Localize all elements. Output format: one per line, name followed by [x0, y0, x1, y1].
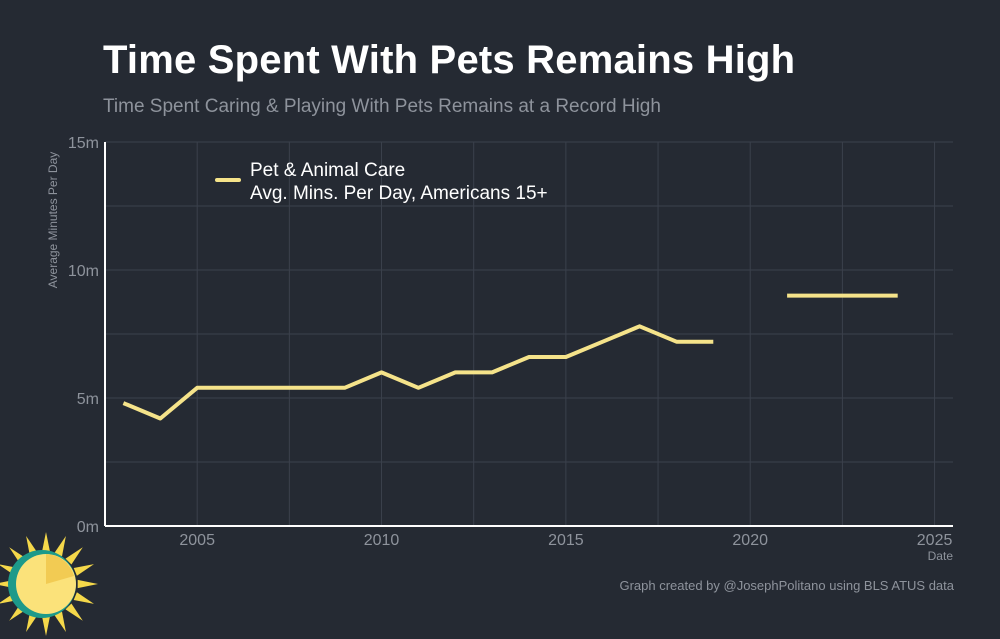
axes — [104, 142, 953, 527]
sun-ray — [65, 603, 83, 621]
sun-ray — [41, 615, 51, 636]
legend-label-line1: Pet & Animal Care — [250, 160, 405, 181]
tick-labels: 0m 5m 10m 15m 2005 2010 2015 2020 2025 — [68, 135, 953, 549]
sun-ray — [77, 579, 98, 589]
sun-ray — [41, 532, 51, 553]
y-tick-label: 0m — [77, 519, 99, 536]
x-tick-label: 2015 — [548, 532, 584, 549]
x-tick-label: 2020 — [732, 532, 768, 549]
series-line — [122, 324, 714, 421]
y-tick-label: 10m — [68, 263, 99, 280]
legend: Pet & Animal Care Avg. Mins. Per Day, Am… — [215, 160, 548, 204]
grid — [105, 141, 953, 526]
sun-logo-icon — [0, 532, 98, 636]
y-tick-label: 5m — [77, 391, 99, 408]
chart-title: Time Spent With Pets Remains High — [103, 38, 796, 82]
y-tick-label: 15m — [68, 135, 99, 152]
sun-ray — [54, 611, 66, 632]
x-tick-label: 2005 — [179, 532, 215, 549]
x-tick-label: 2025 — [917, 532, 953, 549]
chart-subtitle: Time Spent Caring & Playing With Pets Re… — [103, 96, 661, 117]
sun-ray — [73, 564, 94, 576]
sun-ray — [54, 536, 66, 557]
legend-label-line2: Avg. Mins. Per Day, Americans 15+ — [250, 183, 548, 204]
x-tick-label: 2010 — [364, 532, 400, 549]
sun-ray — [73, 592, 94, 604]
x-axis-label: Date — [927, 549, 953, 563]
series-lines — [122, 293, 898, 421]
sun-ray — [65, 547, 83, 565]
source-credit: Graph created by @JosephPolitano using B… — [619, 578, 954, 593]
